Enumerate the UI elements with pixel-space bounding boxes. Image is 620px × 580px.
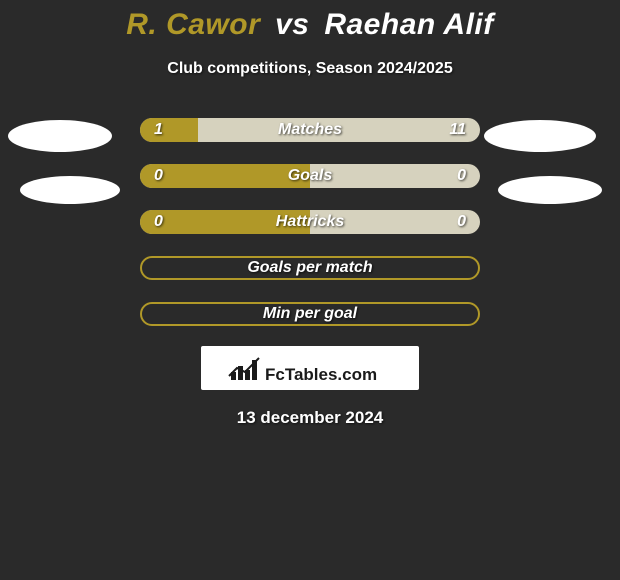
stat-row: Min per goal: [140, 302, 480, 326]
vs-text: vs: [275, 8, 309, 41]
avatar-ellipse: [8, 120, 112, 152]
stat-right-value: 11: [449, 121, 466, 139]
stat-left-value: 0: [154, 167, 163, 185]
stat-right-value: 0: [457, 213, 466, 231]
stat-left-value: 1: [154, 121, 163, 139]
avatar-ellipse: [20, 176, 120, 204]
stat-label: Hattricks: [276, 213, 344, 231]
stat-row: 0 Hattricks 0: [140, 210, 480, 234]
stat-row: Goals per match: [140, 256, 480, 280]
stat-label: Min per goal: [263, 305, 357, 323]
stat-label: Goals per match: [247, 259, 372, 277]
fctables-logo: FcTables.com: [201, 346, 419, 390]
player2-name: Raehan Alif: [324, 8, 493, 41]
stat-label: Matches: [278, 121, 342, 139]
logo-text: FcTables.com: [265, 365, 377, 384]
stat-row: 0 Goals 0: [140, 164, 480, 188]
stat-label: Goals: [288, 167, 332, 185]
stat-row-left-fill: [140, 164, 310, 188]
stat-right-value: 0: [457, 167, 466, 185]
avatar-ellipse: [498, 176, 602, 204]
comparison-title: R. Cawor vs Raehan Alif: [0, 0, 620, 42]
fctables-logo-svg: FcTables.com: [201, 346, 419, 390]
player1-name: R. Cawor: [126, 8, 260, 41]
stat-row: 1 Matches 11: [140, 118, 480, 142]
logo-bars-icon: [229, 358, 259, 380]
stat-left-value: 0: [154, 213, 163, 231]
avatar-ellipse: [484, 120, 596, 152]
date-text: 13 december 2024: [0, 408, 620, 428]
subtitle: Club competitions, Season 2024/2025: [0, 60, 620, 78]
stat-row-left-fill: [140, 118, 198, 142]
